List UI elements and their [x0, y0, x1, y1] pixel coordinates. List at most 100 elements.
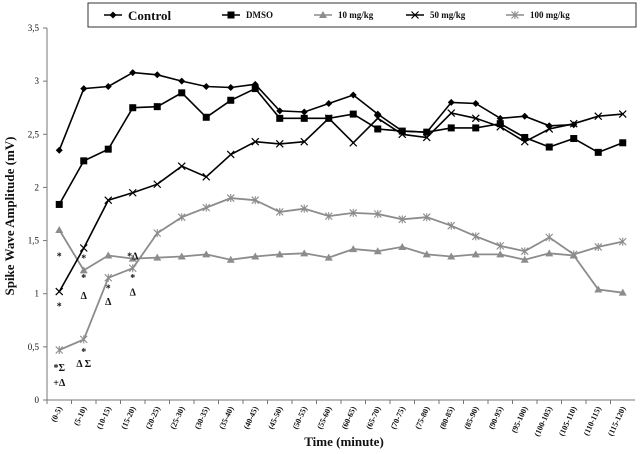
data-point — [128, 254, 137, 262]
x-tick-label: (10-15) — [95, 405, 113, 431]
data-point — [447, 98, 455, 106]
data-point — [324, 114, 333, 123]
data-point — [319, 11, 327, 18]
annotations: ***Σ+Δ**Δ*Δ Σ*Δ*Δ*Δ — [53, 252, 139, 389]
data-point — [618, 110, 627, 119]
data-point — [496, 241, 505, 250]
legend-item-10-mg-kg: 10 mg/kg — [314, 10, 374, 20]
data-point — [129, 69, 137, 77]
x-tick-label: (20-25) — [144, 405, 162, 431]
legend-label: DMSO — [246, 10, 273, 20]
data-point — [178, 77, 186, 85]
data-point — [619, 139, 627, 147]
x-tick-label: (30-35) — [193, 405, 211, 431]
significance-mark: Δ — [105, 297, 112, 308]
series-50-mg-kg — [55, 109, 627, 296]
data-point — [520, 247, 529, 256]
axis-ticks: 0 0,5 1 1,5 2 2,5 3 3,5 (0-5) (5-10) (10-15) (15-20… — [28, 23, 628, 438]
data-point — [104, 196, 113, 205]
data-point — [594, 148, 602, 156]
x-tick-label: (55-60) — [315, 405, 333, 431]
x-tick-label: (100-105) — [532, 405, 554, 438]
data-point — [422, 133, 431, 142]
data-point — [496, 122, 505, 131]
y-tick-label: 2,5 — [28, 129, 40, 139]
data-point — [153, 103, 161, 111]
data-point — [153, 229, 162, 238]
x-tick-label: (5-10) — [72, 405, 89, 427]
data-point — [55, 200, 63, 208]
data-point — [398, 242, 407, 250]
data-point — [177, 162, 186, 171]
series-line — [58, 87, 624, 205]
data-point — [300, 137, 309, 146]
data-point — [447, 252, 456, 260]
y-tick-label: 0,5 — [28, 342, 40, 352]
data-point — [104, 82, 112, 90]
data-point — [153, 71, 161, 79]
series-line — [58, 197, 623, 351]
data-point — [251, 252, 260, 260]
data-point — [104, 145, 112, 153]
data-point — [202, 172, 211, 181]
significance-mark: Δ — [81, 291, 88, 302]
x-tick-label: (105-110) — [557, 405, 579, 438]
x-axis-title: Time (minute) — [304, 434, 384, 449]
data-point — [545, 125, 554, 133]
series-line — [58, 112, 623, 292]
data-point — [153, 253, 162, 261]
data-point — [545, 143, 553, 151]
data-point — [570, 135, 578, 143]
data-point — [471, 114, 480, 123]
data-point — [618, 237, 627, 246]
significance-mark: *Δ — [127, 252, 139, 263]
x-tick-label: (75-80) — [413, 405, 431, 431]
data-point — [411, 11, 419, 19]
data-point — [79, 335, 88, 344]
data-point — [349, 91, 357, 99]
significance-mark: * — [57, 301, 62, 312]
data-point — [594, 242, 603, 251]
data-point — [275, 139, 284, 148]
data-point — [128, 188, 137, 197]
data-point — [569, 250, 578, 259]
x-tick-label: (40-45) — [242, 405, 260, 431]
legend-label: Control — [128, 8, 171, 23]
legend-box — [87, 2, 637, 28]
data-point — [521, 112, 529, 120]
legend-item-100-mg-kg: 100 mg/kg — [506, 10, 570, 20]
data-point — [496, 250, 505, 258]
significance-mark: +Δ — [53, 378, 66, 389]
significance-mark: Δ Σ — [76, 359, 91, 370]
data-point — [373, 114, 382, 123]
data-point — [594, 112, 603, 121]
data-point — [202, 203, 211, 212]
x-tick-label: (110-115) — [582, 405, 603, 437]
series-layer — [55, 69, 627, 355]
data-point — [227, 11, 235, 19]
y-axis-title: Spike Wave Amplitude (mV) — [2, 136, 17, 295]
data-point — [545, 249, 554, 257]
data-point — [422, 250, 431, 258]
data-point — [472, 99, 480, 107]
significance-mark: * — [57, 252, 62, 263]
data-point — [55, 146, 63, 154]
x-tick-label: (50-55) — [291, 405, 309, 431]
data-point — [520, 137, 529, 146]
data-point — [251, 137, 260, 146]
y-tick-label: 2 — [35, 182, 40, 192]
data-point — [618, 288, 627, 296]
data-point — [202, 250, 211, 258]
series-control — [55, 69, 578, 154]
legend: Control DMSO 10 mg/kg 50 mg/kg 100 mg/kg — [87, 2, 637, 28]
y-tick-label: 3,5 — [28, 23, 40, 33]
x-tick-label: (15-20) — [119, 405, 137, 431]
data-point — [300, 249, 309, 257]
data-point — [79, 244, 88, 252]
x-tick-label: (45-50) — [266, 405, 284, 431]
data-point — [300, 204, 309, 213]
data-point — [275, 207, 284, 216]
data-point — [324, 253, 333, 261]
data-point — [398, 215, 407, 224]
